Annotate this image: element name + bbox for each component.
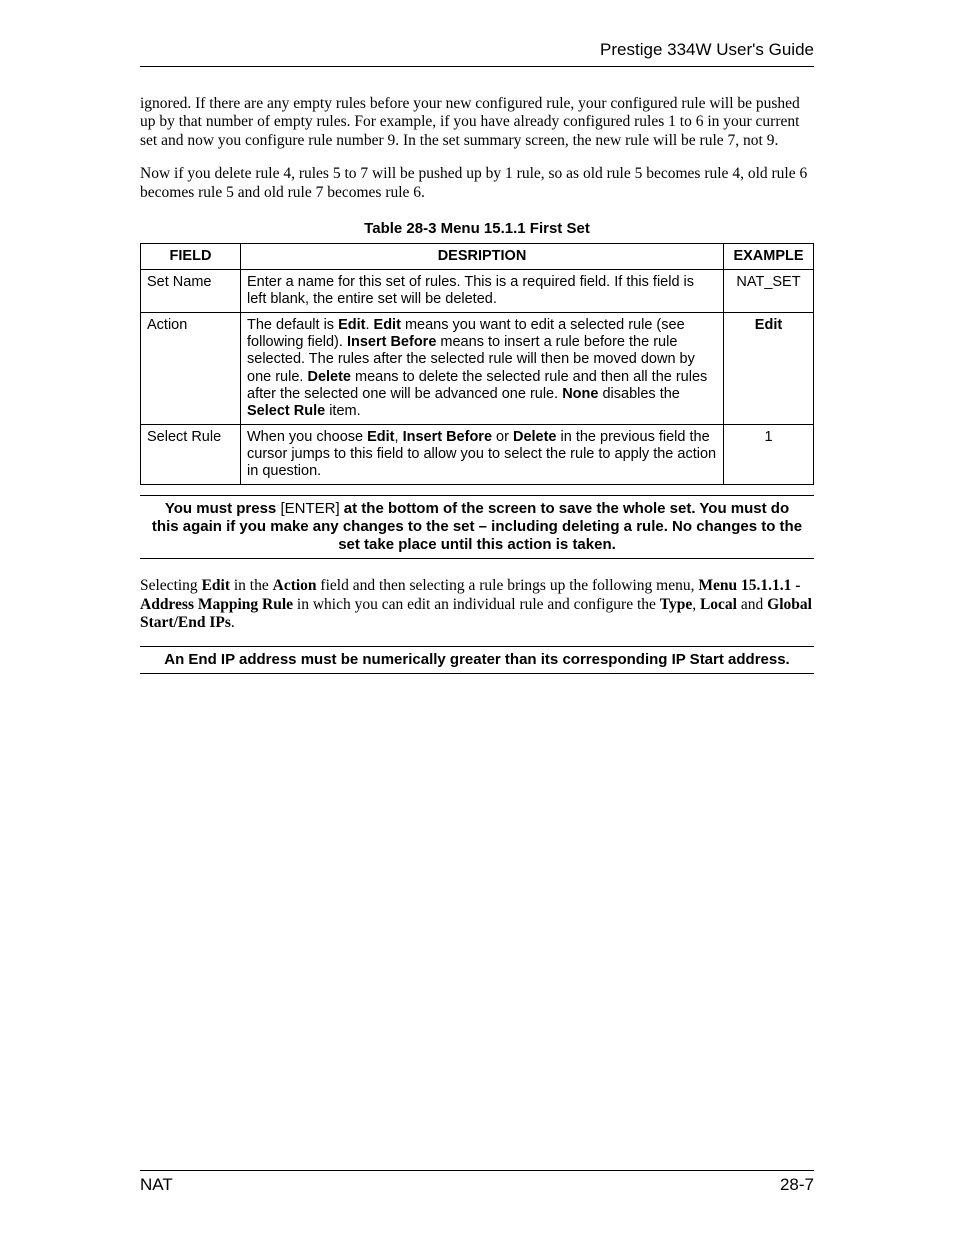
cell-field: Set Name — [141, 270, 241, 313]
bold: None — [562, 386, 598, 402]
table-row: Select Rule When you choose Edit, Insert… — [141, 424, 814, 484]
text: , — [395, 429, 403, 445]
page-header: Prestige 334W User's Guide — [140, 40, 814, 67]
bold: Edit — [374, 317, 401, 333]
cell-field: Action — [141, 313, 241, 425]
cell-example: Edit — [724, 313, 814, 425]
text: disables the — [598, 386, 679, 402]
table-caption: Table 28-3 Menu 15.1.1 First Set — [140, 220, 814, 237]
first-set-table: FIELD DESRIPTION EXAMPLE Set Name Enter … — [140, 243, 814, 485]
note-end-ip: An End IP address must be numerically gr… — [140, 646, 814, 674]
text: item. — [325, 403, 360, 419]
text: You must press — [165, 500, 281, 517]
bold: Edit — [367, 429, 394, 445]
cell-description: When you choose Edit, Insert Before or D… — [241, 424, 724, 484]
bold: Insert Before — [403, 429, 492, 445]
text: or — [492, 429, 513, 445]
text: Selecting — [140, 577, 202, 594]
bold: Delete — [513, 429, 557, 445]
bold: Delete — [307, 369, 351, 385]
text: When you choose — [247, 429, 367, 445]
cell-example: NAT_SET — [724, 270, 814, 313]
header-description: DESRIPTION — [241, 243, 724, 269]
table-row: Set Name Enter a name for this set of ru… — [141, 270, 814, 313]
text: and — [737, 596, 767, 613]
bold: Edit — [338, 317, 365, 333]
bold: Insert Before — [347, 334, 436, 350]
cell-field: Select Rule — [141, 424, 241, 484]
note-press-enter: You must press [ENTER] at the bottom of … — [140, 495, 814, 559]
paragraph-2: Now if you delete rule 4, rules 5 to 7 w… — [140, 165, 814, 202]
cell-example: 1 — [724, 424, 814, 484]
text: , — [692, 596, 700, 613]
paragraph-1: ignored. If there are any empty rules be… — [140, 95, 814, 150]
bold: Select Rule — [247, 403, 325, 419]
text: in which you can edit an individual rule… — [293, 596, 660, 613]
footer-right: 28-7 — [780, 1175, 814, 1195]
paragraph-3: Selecting Edit in the Action field and t… — [140, 577, 814, 632]
text: field and then selecting a rule brings u… — [317, 577, 699, 594]
table-row: Action The default is Edit. Edit means y… — [141, 313, 814, 425]
page-footer: NAT 28-7 — [140, 1170, 814, 1195]
text: in the — [230, 577, 273, 594]
cell-description: Enter a name for this set of rules. This… — [241, 270, 724, 313]
bold: Edit — [202, 577, 230, 594]
bold: Type — [660, 596, 692, 613]
text: . — [365, 317, 373, 333]
text: . — [231, 614, 235, 631]
text: [ENTER] — [280, 500, 339, 517]
text: The default is — [247, 317, 338, 333]
bold: Action — [273, 577, 317, 594]
header-field: FIELD — [141, 243, 241, 269]
cell-description: The default is Edit. Edit means you want… — [241, 313, 724, 425]
header-example: EXAMPLE — [724, 243, 814, 269]
footer-left: NAT — [140, 1175, 173, 1195]
document-page: Prestige 334W User's Guide ignored. If t… — [0, 0, 954, 1235]
bold: Local — [700, 596, 737, 613]
table-header-row: FIELD DESRIPTION EXAMPLE — [141, 243, 814, 269]
